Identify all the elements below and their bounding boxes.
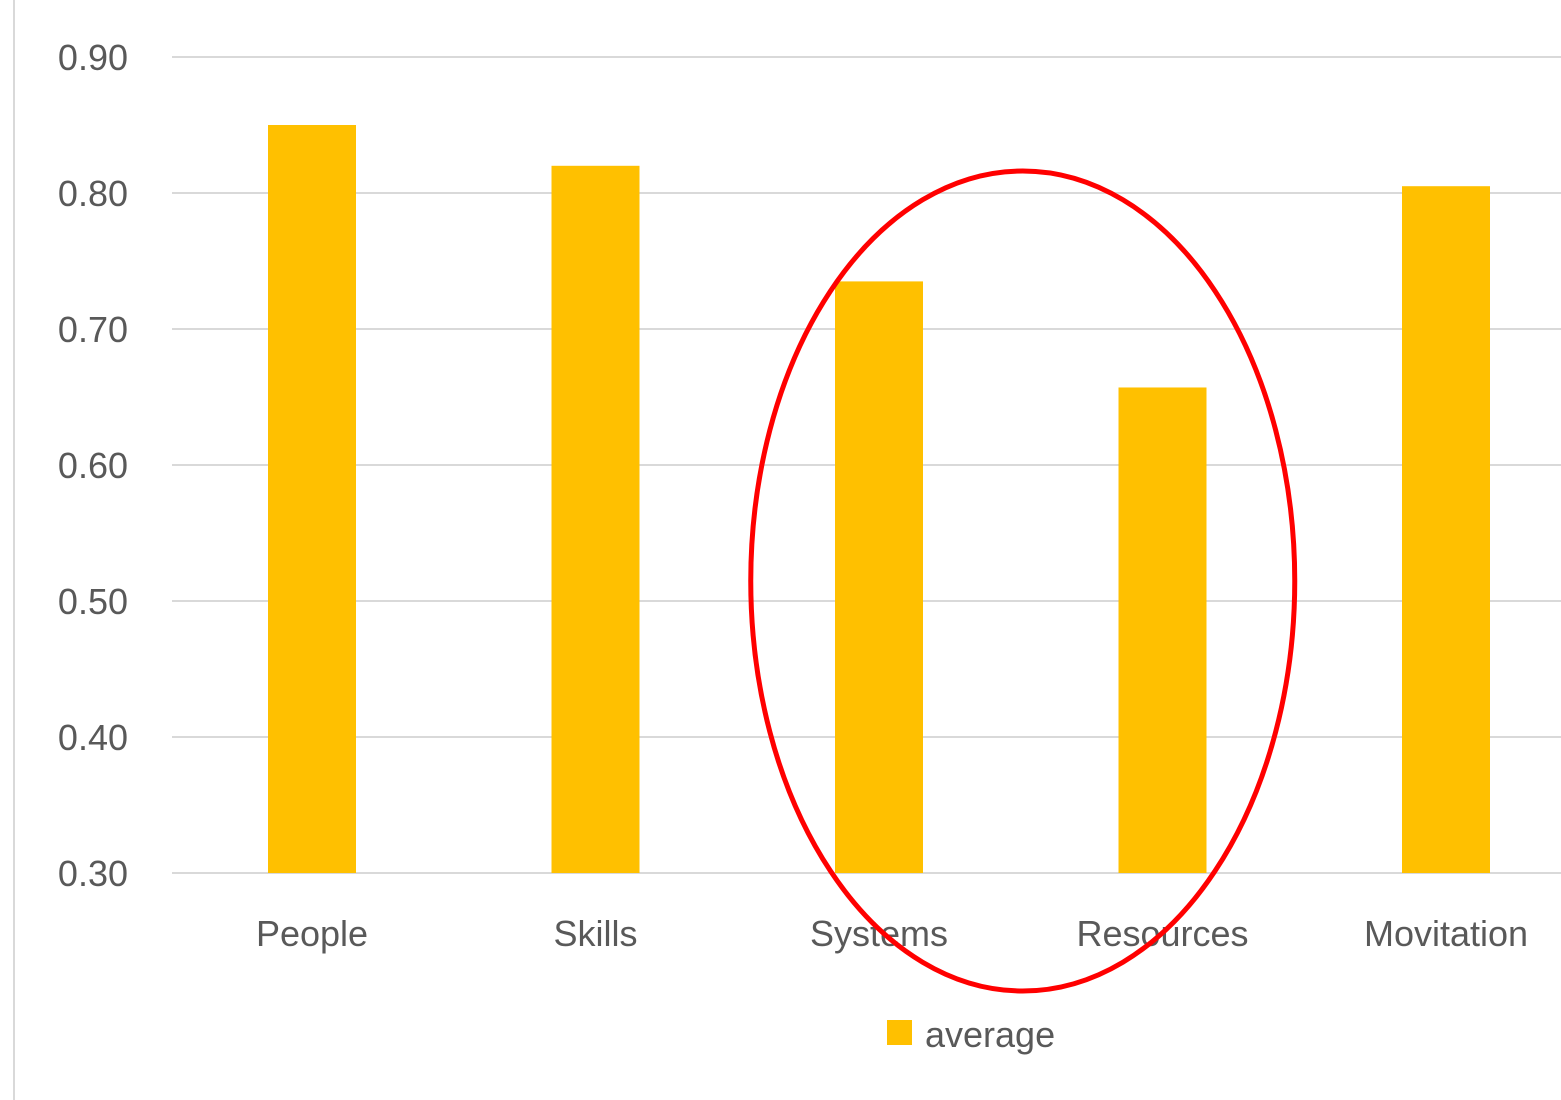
y-tick-label: 0.30 [58, 853, 128, 894]
y-tick-label: 0.80 [58, 173, 128, 214]
legend-swatch-average [887, 1020, 912, 1045]
y-tick-label: 0.60 [58, 445, 128, 486]
x-tick-label-people: People [256, 913, 368, 954]
x-tick-label-skills: Skills [553, 913, 637, 954]
bar-systems [835, 281, 923, 873]
legend: average [887, 1014, 1055, 1055]
annotations [748, 168, 1298, 994]
y-tick-label: 0.70 [58, 309, 128, 350]
x-tick-label-systems: Systems [810, 913, 948, 954]
bar-resources [1118, 387, 1207, 873]
bars [268, 125, 1490, 874]
y-axis-tick-labels: 0.30 0.40 0.50 0.60 0.70 0.80 0.90 [58, 37, 128, 894]
x-axis-tick-labels: People Skills Systems Resources Movitation [256, 913, 1528, 954]
bar-people [268, 125, 356, 873]
y-tick-label: 0.50 [58, 581, 128, 622]
legend-label-average: average [925, 1014, 1055, 1055]
y-tick-label: 0.90 [58, 37, 128, 78]
y-tick-label: 0.40 [58, 717, 128, 758]
bar-skills [551, 165, 640, 874]
highlight-ellipse [748, 168, 1298, 994]
x-tick-label-movitation: Movitation [1364, 913, 1528, 954]
bar-movitation [1402, 186, 1490, 873]
